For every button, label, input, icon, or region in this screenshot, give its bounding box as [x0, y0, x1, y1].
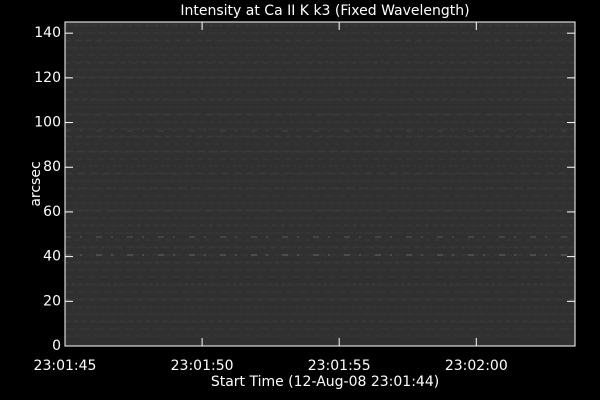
x-tick-label: 23:01:45 — [34, 358, 97, 374]
y-tick-label: 20 — [43, 293, 61, 309]
x-tick-label: 23:02:00 — [445, 358, 508, 374]
image — [65, 22, 575, 346]
y-tick-label: 80 — [43, 159, 61, 175]
axis-frame — [64, 21, 576, 347]
y-tick-label: 140 — [34, 25, 61, 41]
y-tick-label: 40 — [43, 249, 61, 265]
x-axis-label: Start Time (12-Aug-08 23:01:44) — [211, 374, 439, 390]
x-tick-label: 23:01:50 — [171, 358, 234, 374]
y-tick-label: 100 — [34, 115, 61, 131]
x-tick-label: 23:01:55 — [308, 358, 371, 374]
y-tick-label: 60 — [43, 204, 61, 220]
chart-title: Intensity at Ca II K k3 (Fixed Wavelengt… — [180, 3, 469, 19]
y-tick-label: 0 — [52, 338, 61, 354]
y-axis-label: arcsec — [28, 161, 44, 206]
y-tick-label: 120 — [34, 70, 61, 86]
plot-area — [65, 22, 575, 346]
